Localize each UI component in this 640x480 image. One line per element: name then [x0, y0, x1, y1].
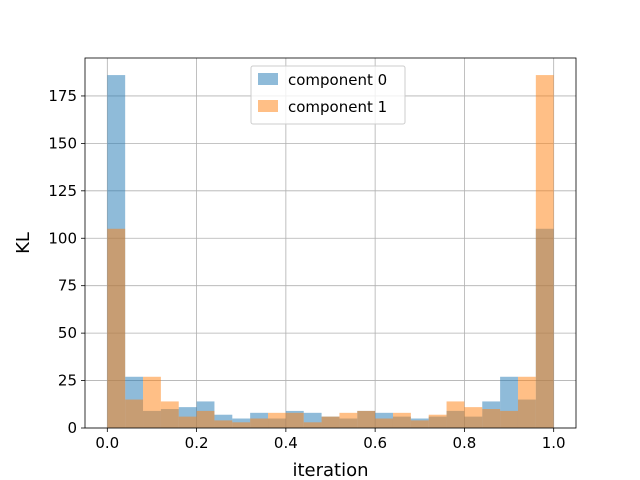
x-tick-label: 0.4 — [274, 434, 298, 452]
y-tick-label: 100 — [48, 229, 77, 247]
bar-series-1-bin-1 — [125, 399, 144, 428]
y-tick-label: 50 — [58, 324, 77, 342]
bar-series-1-bin-15 — [375, 418, 393, 428]
bar-series-1-bin-18 — [428, 414, 447, 428]
bar-series-1-bin-17 — [410, 420, 429, 428]
y-tick-label: 25 — [58, 372, 77, 390]
y-tick-label: 175 — [48, 87, 77, 105]
bar-series-1-bin-5 — [196, 410, 215, 428]
x-tick-label: 0.6 — [363, 434, 387, 452]
bar-series-1-bin-11 — [303, 422, 322, 428]
bar-series-1-bin-6 — [214, 420, 233, 428]
bar-series-1-bin-4 — [178, 416, 197, 428]
y-tick-label: 125 — [48, 182, 77, 200]
legend-box — [250, 65, 406, 125]
bar-series-1-bin-13 — [339, 412, 358, 428]
legend-swatch-component-1 — [258, 100, 278, 112]
bar-series-1-bin-22 — [500, 410, 518, 428]
bar-series-1-bin-2 — [143, 376, 161, 428]
y-tick-label: 75 — [58, 277, 77, 295]
bar-series-1-bin-0 — [107, 228, 126, 428]
legend-label-component-1: component 1 — [288, 98, 387, 116]
bar-series-1-bin-12 — [321, 416, 340, 428]
histogram-bars — [107, 75, 554, 429]
bar-series-1-bin-10 — [285, 412, 304, 428]
x-tick-label: 0.0 — [95, 434, 119, 452]
bar-series-1-bin-19 — [446, 401, 465, 428]
bar-series-1-bin-3 — [160, 401, 179, 428]
x-axis-label: iteration — [292, 460, 368, 480]
y-tick-label: 150 — [48, 134, 77, 152]
bar-series-1-bin-7 — [232, 422, 251, 428]
bar-series-1-bin-14 — [357, 410, 376, 428]
x-tick-label: 0.2 — [185, 434, 209, 452]
bar-series-1-bin-23 — [517, 376, 536, 428]
y-axis-label: KL — [13, 232, 34, 254]
legend-label-component-0: component 0 — [288, 71, 387, 89]
x-tick-label: 0.8 — [452, 434, 476, 452]
bar-series-1-bin-20 — [464, 407, 483, 428]
x-tick-label: 1.0 — [542, 434, 566, 452]
bar-series-1-bin-16 — [392, 412, 411, 428]
bar-series-1-bin-21 — [482, 409, 501, 428]
plot-area-frame — [84, 57, 577, 429]
legend: component 0 component 1 — [250, 65, 406, 125]
y-tick-label: 0 — [67, 419, 77, 437]
axis-ticks: 0.0 0.2 0.4 0.6 0.8 1.0 0 25 50 75 100 125 150 175 — [48, 87, 565, 452]
bar-series-1-bin-8 — [250, 418, 269, 428]
bar-series-1-bin-24 — [535, 75, 554, 429]
legend-swatch-component-0 — [258, 73, 278, 85]
bar-series-1-bin-9 — [268, 412, 286, 428]
